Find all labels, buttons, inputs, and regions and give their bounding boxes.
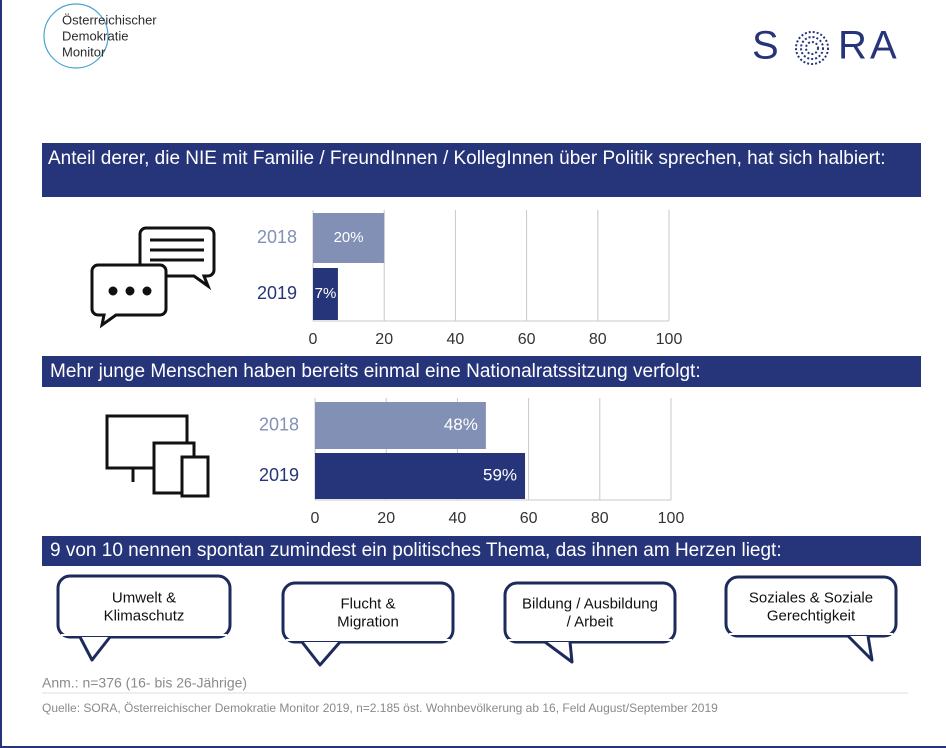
brand-letter: A: [870, 24, 897, 68]
category-label: 2019: [259, 465, 299, 485]
brand-letter: S: [752, 24, 781, 68]
speech-bubble-tail: [300, 641, 342, 667]
x-tick-label: 0: [309, 331, 318, 348]
source-note: Quelle: SORA, Österreichischer Demokrati…: [42, 701, 718, 715]
banner-text-box: Anteil derer, die NIE mit Familie / Freu…: [48, 148, 886, 169]
tail-mask: [508, 639, 672, 641]
x-tick-label: 100: [656, 331, 683, 348]
speech-bubble: [56, 574, 232, 639]
logo-line: Demokratie: [62, 28, 128, 43]
bar: [315, 453, 526, 499]
category-label: 2018: [259, 414, 299, 434]
x-tick-label: 80: [591, 510, 609, 527]
value-label: 7%: [315, 285, 337, 302]
x-tick-label: 100: [658, 510, 685, 527]
x-tick-label: 40: [447, 331, 465, 348]
x-tick-label: 0: [311, 510, 320, 527]
logo-line: Monitor: [62, 44, 106, 59]
x-tick-label: 20: [377, 510, 395, 527]
devices-icon: [105, 414, 210, 498]
topic-text: Klimaschutz: [104, 607, 185, 624]
category-label: 2018: [257, 227, 297, 247]
value-label: 48%: [444, 415, 478, 434]
topic-text: Gerechtigkeit: [767, 607, 856, 624]
x-tick-label: 60: [518, 331, 536, 348]
x-tick-label: 20: [375, 331, 393, 348]
bar: [313, 213, 385, 263]
category-label: 2019: [257, 283, 297, 303]
topic-text: Flucht &: [340, 595, 395, 612]
topic-text: Umwelt &: [112, 589, 176, 606]
bar: [315, 402, 486, 449]
x-tick-label: 40: [449, 510, 467, 527]
banner-text: Anteil derer, die NIE mit Familie / Freu…: [48, 148, 886, 169]
brand-dot-circle: [795, 31, 829, 65]
logo-circle: [43, 3, 109, 69]
speech-bubble-tail: [544, 640, 574, 664]
banner: [42, 143, 921, 197]
topic-text: Soziales & Soziale: [749, 589, 873, 606]
speech-bubble-tail: [846, 634, 874, 662]
banner-text: Mehr junge Menschen haben bereits einmal…: [50, 361, 701, 382]
bar: [313, 268, 338, 320]
speech-bubble-tail: [78, 636, 112, 662]
speech-bubble: [724, 575, 898, 638]
topic-text: Bildung / Ausbildung: [522, 595, 658, 612]
x-tick-label: 80: [589, 331, 607, 348]
topic-text: / Arbeit: [567, 613, 615, 630]
speech-bubble: [503, 581, 677, 644]
value-label: 20%: [334, 229, 364, 246]
banner-text: 9 von 10 nennen spontan zumindest ein po…: [50, 540, 782, 561]
tail-mask: [286, 639, 450, 641]
tail-mask: [61, 634, 227, 636]
sample-note: Anm.: n=376 (16- bis 26-Jährige): [42, 675, 247, 691]
logo-line: Österreichischer: [62, 12, 157, 27]
topic-text: Migration: [337, 613, 399, 630]
value-label: 59%: [483, 465, 517, 484]
brand-letter: R: [838, 24, 867, 68]
tail-mask: [729, 633, 893, 635]
speech-bubble: [281, 581, 455, 644]
chat-icon: [90, 226, 216, 329]
banner: [42, 356, 921, 387]
x-tick-label: 60: [520, 510, 538, 527]
banner: [42, 536, 921, 566]
